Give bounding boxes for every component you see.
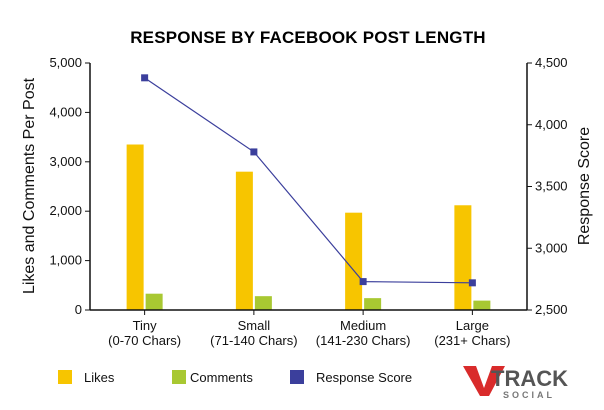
response-score-layer <box>141 74 476 287</box>
legend: Likes Comments Response Score <box>58 370 412 385</box>
category-label: Medium <box>340 318 386 333</box>
bar-likes <box>345 212 363 310</box>
right-tick-label: 3,000 <box>535 240 568 255</box>
response-score-point <box>359 278 367 286</box>
bar-likes <box>126 144 144 310</box>
left-tick-label: 2,000 <box>49 203 82 218</box>
response-score-point <box>250 148 258 156</box>
left-axis-ticks: 0 1,000 2,000 3,000 4,000 5,000 <box>49 55 90 317</box>
category-label: (141-230 Chars) <box>316 333 411 348</box>
bar-likes <box>454 205 472 310</box>
left-tick-label: 0 <box>75 302 82 317</box>
y2-axis-title: Response Score <box>576 127 593 245</box>
bar-comments <box>145 293 163 310</box>
response-score-point <box>141 74 149 82</box>
right-tick-label: 4,000 <box>535 117 568 132</box>
left-tick-label: 5,000 <box>49 55 82 70</box>
left-tick-label: 1,000 <box>49 253 82 268</box>
category-label: (0-70 Chars) <box>108 333 181 348</box>
legend-label-likes: Likes <box>84 370 115 385</box>
bars-layer <box>126 144 491 310</box>
right-tick-label: 3,500 <box>535 179 568 194</box>
bar-likes <box>235 171 253 310</box>
trackvsocial-logo: TRACK SOCIAL <box>463 366 568 400</box>
chart-title: RESPONSE BY FACEBOOK POST LENGTH <box>130 28 486 47</box>
bar-comments <box>473 300 491 310</box>
logo-text-main: TRACK <box>491 366 568 391</box>
bar-comments <box>254 296 272 310</box>
response-score-point <box>468 279 476 287</box>
legend-label-response-score: Response Score <box>316 370 412 385</box>
category-label: Tiny <box>133 318 158 333</box>
logo-text-sub: SOCIAL <box>503 390 555 400</box>
category-label: (71-140 Chars) <box>210 333 297 348</box>
bar-comments <box>364 298 382 310</box>
logo-v-mark <box>463 366 505 396</box>
category-label: Small <box>238 318 271 333</box>
legend-swatch-comments <box>172 370 186 384</box>
left-tick-label: 4,000 <box>49 104 82 119</box>
right-axis-ticks: 2,500 3,000 3,500 4,000 4,500 <box>527 55 568 317</box>
category-label: Large <box>456 318 489 333</box>
right-tick-label: 4,500 <box>535 55 568 70</box>
legend-label-comments: Comments <box>190 370 253 385</box>
response-score-line <box>144 77 473 284</box>
legend-swatch-response-score <box>290 370 304 384</box>
y-axis-title: Likes and Comments Per Post <box>21 77 38 294</box>
left-tick-label: 3,000 <box>49 154 82 169</box>
right-tick-label: 2,500 <box>535 302 568 317</box>
category-labels: Tiny(0-70 Chars) Small(71-140 Chars) Mediu… <box>108 310 510 348</box>
legend-swatch-likes <box>58 370 72 384</box>
category-label: (231+ Chars) <box>434 333 510 348</box>
